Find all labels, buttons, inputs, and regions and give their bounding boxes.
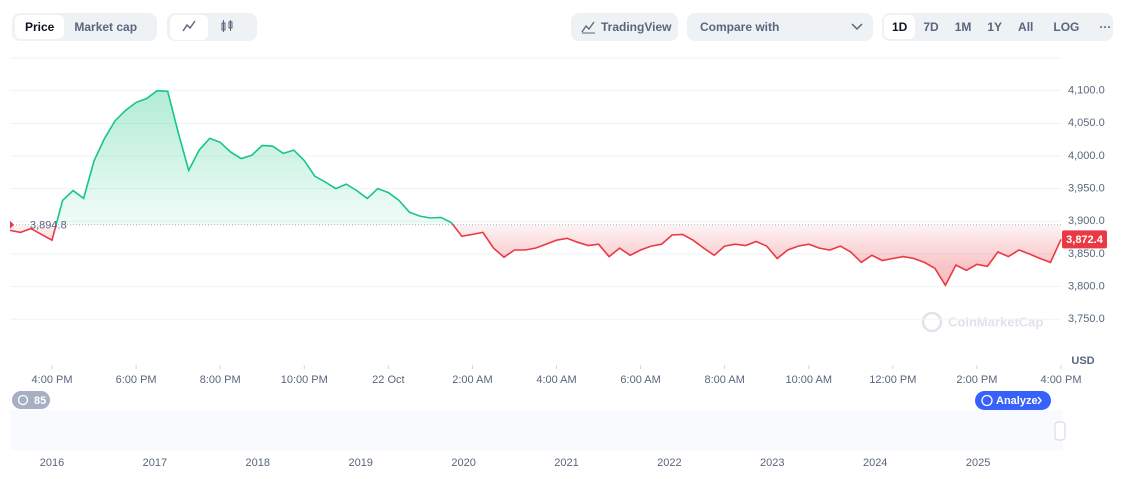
y-tick-label: 4,050.0 bbox=[1068, 117, 1105, 129]
y-tick-label: 3,800.0 bbox=[1068, 281, 1105, 293]
x-tick-label: 8:00 PM bbox=[200, 374, 241, 386]
year-label: 2025 bbox=[966, 457, 990, 469]
year-label: 2023 bbox=[760, 457, 784, 469]
price-line bbox=[9, 89, 1062, 287]
x-tick-label: 10:00 PM bbox=[281, 374, 328, 386]
year-label: 2021 bbox=[554, 457, 578, 469]
y-tick-label: 3,950.0 bbox=[1068, 183, 1105, 195]
tab[interactable]: Price bbox=[15, 15, 65, 39]
watermark-text: CoinMarketCap bbox=[948, 314, 1043, 329]
year-label: 2016 bbox=[40, 457, 64, 469]
range-button[interactable]: 7D bbox=[923, 20, 939, 34]
watermark: CoinMarketCap bbox=[921, 311, 1043, 333]
year-label: 2022 bbox=[657, 457, 681, 469]
badge[interactable]: 85 bbox=[12, 391, 50, 409]
badge-count: 85 bbox=[34, 395, 46, 407]
year-label: 2024 bbox=[863, 457, 887, 469]
chart-style bbox=[167, 13, 257, 41]
compare-select[interactable]: Compare with bbox=[687, 13, 873, 41]
x-tick-label: 4:00 AM bbox=[536, 374, 576, 386]
navigator bbox=[10, 410, 1063, 450]
view-toggle: Price Market cap bbox=[12, 13, 157, 41]
y-tick-label: 3,750.0 bbox=[1068, 313, 1105, 325]
label: TradingView bbox=[601, 20, 672, 34]
x-tick-label: 8:00 AM bbox=[705, 374, 745, 386]
last-price-label: 3,872.4 bbox=[1066, 234, 1104, 246]
year-label: 2019 bbox=[348, 457, 372, 469]
tradingview-button[interactable]: TradingView bbox=[571, 13, 678, 41]
more-button[interactable]: ··· bbox=[1099, 20, 1112, 34]
x-tick-label: 4:00 PM bbox=[32, 374, 73, 386]
y-tick-label: 3,900.0 bbox=[1068, 215, 1105, 227]
reference-marker bbox=[10, 220, 14, 229]
x-tick-label: 6:00 PM bbox=[116, 374, 157, 386]
year-label: 2018 bbox=[246, 457, 270, 469]
y-unit: USD bbox=[1071, 355, 1094, 367]
icon bbox=[182, 20, 196, 31]
line-icon[interactable] bbox=[170, 14, 208, 40]
year-label: 2020 bbox=[451, 457, 475, 469]
last-price-box bbox=[1062, 230, 1107, 249]
range-button[interactable]: 1M bbox=[954, 20, 972, 34]
candle-icon[interactable] bbox=[208, 15, 246, 40]
range-button[interactable]: 1Y bbox=[987, 20, 1003, 34]
navigator-handle[interactable] bbox=[1054, 421, 1066, 441]
x-tick-label: 2:00 PM bbox=[956, 374, 997, 386]
reference-label: 3,894.8 bbox=[30, 220, 67, 232]
x-tick-label: 12:00 PM bbox=[869, 374, 916, 386]
icon bbox=[221, 19, 233, 32]
icon bbox=[581, 21, 595, 34]
price-area bbox=[10, 90, 1061, 286]
range-button[interactable]: 1D bbox=[884, 15, 916, 39]
range-button[interactable]: All bbox=[1018, 20, 1034, 34]
range-group: 1D 7D 1M 1Y All LOG ··· bbox=[882, 13, 1113, 41]
x-tick-label: 2:00 AM bbox=[452, 374, 492, 386]
range-button[interactable]: LOG bbox=[1053, 20, 1080, 34]
x-tick-label: 22 Oct bbox=[372, 374, 404, 386]
y-tick-label: 3,850.0 bbox=[1068, 248, 1105, 260]
tab[interactable]: Market cap bbox=[74, 20, 138, 34]
y-tick-label: 4,000.0 bbox=[1068, 150, 1105, 162]
x-tick-label: 6:00 AM bbox=[620, 374, 660, 386]
label: Compare with bbox=[700, 20, 780, 34]
analyze-button[interactable]: Analyze bbox=[975, 391, 1051, 410]
chevron bbox=[851, 23, 863, 31]
year-label: 2017 bbox=[143, 457, 167, 469]
x-tick-label: 10:00 AM bbox=[786, 374, 832, 386]
x-tick-label: 4:00 PM bbox=[1041, 374, 1082, 386]
y-tick-label: 4,100.0 bbox=[1068, 85, 1105, 97]
analyze-label: Analyze bbox=[996, 395, 1038, 407]
